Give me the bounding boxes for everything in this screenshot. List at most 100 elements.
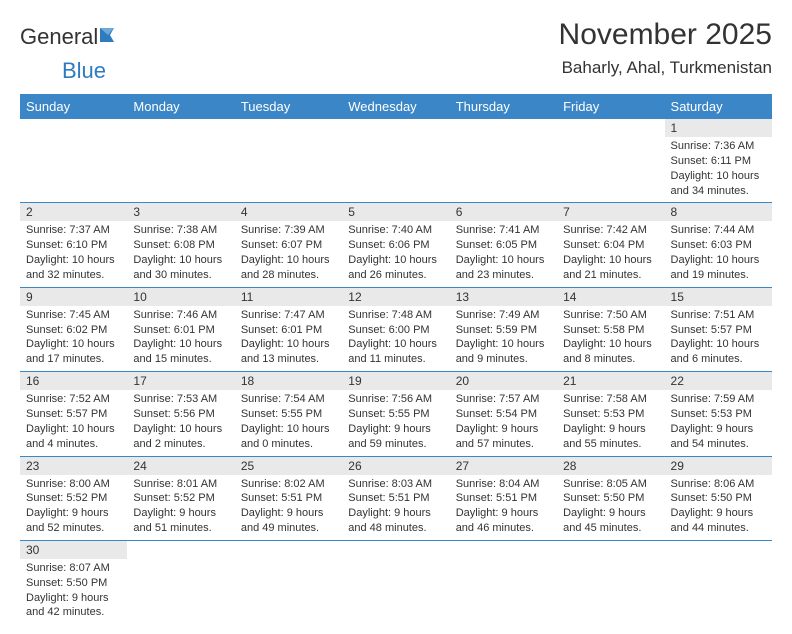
detail-line: and 0 minutes. (241, 437, 336, 452)
day-details: Sunrise: 8:00 AMSunset: 5:52 PMDaylight:… (20, 475, 127, 540)
detail-line: and 49 minutes. (241, 521, 336, 536)
detail-line: Sunset: 6:11 PM (671, 154, 766, 169)
calendar-cell (557, 119, 664, 203)
detail-line: Daylight: 9 hours (563, 422, 658, 437)
detail-line: Daylight: 10 hours (241, 337, 336, 352)
calendar-cell (20, 119, 127, 203)
calendar-cell: 22Sunrise: 7:59 AMSunset: 5:53 PMDayligh… (665, 372, 772, 456)
detail-line: Daylight: 9 hours (26, 506, 121, 521)
day-details: Sunrise: 7:51 AMSunset: 5:57 PMDaylight:… (665, 306, 772, 371)
brand-part1: General (20, 24, 98, 50)
day-details: Sunrise: 7:56 AMSunset: 5:55 PMDaylight:… (342, 390, 449, 455)
detail-line: Sunset: 5:51 PM (348, 491, 443, 506)
detail-line: Sunrise: 7:49 AM (456, 308, 551, 323)
weekday-heading: Friday (557, 94, 664, 119)
calendar-cell: 3Sunrise: 7:38 AMSunset: 6:08 PMDaylight… (127, 203, 234, 287)
day-details: Sunrise: 7:40 AMSunset: 6:06 PMDaylight:… (342, 221, 449, 286)
flag-icon (100, 24, 126, 50)
detail-line: Sunset: 5:53 PM (671, 407, 766, 422)
detail-line: Sunrise: 7:48 AM (348, 308, 443, 323)
day-number: 5 (342, 203, 449, 221)
detail-line: Sunset: 5:54 PM (456, 407, 551, 422)
calendar-cell: 16Sunrise: 7:52 AMSunset: 5:57 PMDayligh… (20, 372, 127, 456)
day-number: 7 (557, 203, 664, 221)
day-number: 27 (450, 457, 557, 475)
calendar-cell: 21Sunrise: 7:58 AMSunset: 5:53 PMDayligh… (557, 372, 664, 456)
detail-line: Sunrise: 7:46 AM (133, 308, 228, 323)
calendar-cell (342, 119, 449, 203)
detail-line: and 42 minutes. (26, 605, 121, 620)
day-details: Sunrise: 7:52 AMSunset: 5:57 PMDaylight:… (20, 390, 127, 455)
day-details: Sunrise: 7:58 AMSunset: 5:53 PMDaylight:… (557, 390, 664, 455)
day-number: 15 (665, 288, 772, 306)
calendar-cell: 29Sunrise: 8:06 AMSunset: 5:50 PMDayligh… (665, 456, 772, 540)
calendar-cell: 2Sunrise: 7:37 AMSunset: 6:10 PMDaylight… (20, 203, 127, 287)
calendar-table: SundayMondayTuesdayWednesdayThursdayFrid… (20, 94, 772, 624)
detail-line: Sunset: 5:52 PM (133, 491, 228, 506)
calendar-week: 16Sunrise: 7:52 AMSunset: 5:57 PMDayligh… (20, 372, 772, 456)
day-number: 14 (557, 288, 664, 306)
detail-line: Sunrise: 7:47 AM (241, 308, 336, 323)
detail-line: Daylight: 9 hours (456, 422, 551, 437)
calendar-cell: 12Sunrise: 7:48 AMSunset: 6:00 PMDayligh… (342, 287, 449, 371)
day-number: 23 (20, 457, 127, 475)
detail-line: and 32 minutes. (26, 268, 121, 283)
detail-line: Sunset: 6:00 PM (348, 323, 443, 338)
detail-line: Sunrise: 8:05 AM (563, 477, 658, 492)
detail-line: Daylight: 9 hours (133, 506, 228, 521)
day-number: 20 (450, 372, 557, 390)
day-number: 12 (342, 288, 449, 306)
calendar-cell (235, 119, 342, 203)
day-details: Sunrise: 7:42 AMSunset: 6:04 PMDaylight:… (557, 221, 664, 286)
detail-line: Sunrise: 7:41 AM (456, 223, 551, 238)
detail-line: Sunset: 6:01 PM (241, 323, 336, 338)
day-number: 11 (235, 288, 342, 306)
detail-line: Daylight: 10 hours (133, 253, 228, 268)
detail-line: Daylight: 10 hours (671, 337, 766, 352)
detail-line: Sunset: 5:52 PM (26, 491, 121, 506)
detail-line: Sunrise: 7:40 AM (348, 223, 443, 238)
calendar-cell: 7Sunrise: 7:42 AMSunset: 6:04 PMDaylight… (557, 203, 664, 287)
day-details: Sunrise: 7:39 AMSunset: 6:07 PMDaylight:… (235, 221, 342, 286)
detail-line: Sunrise: 8:03 AM (348, 477, 443, 492)
detail-line: Daylight: 9 hours (241, 506, 336, 521)
calendar-cell: 14Sunrise: 7:50 AMSunset: 5:58 PMDayligh… (557, 287, 664, 371)
weekday-heading: Wednesday (342, 94, 449, 119)
calendar-cell: 9Sunrise: 7:45 AMSunset: 6:02 PMDaylight… (20, 287, 127, 371)
day-number: 28 (557, 457, 664, 475)
detail-line: and 17 minutes. (26, 352, 121, 367)
weekday-heading: Monday (127, 94, 234, 119)
detail-line: and 45 minutes. (563, 521, 658, 536)
detail-line: Daylight: 10 hours (671, 253, 766, 268)
calendar-week: 2Sunrise: 7:37 AMSunset: 6:10 PMDaylight… (20, 203, 772, 287)
day-number: 30 (20, 541, 127, 559)
day-details: Sunrise: 7:37 AMSunset: 6:10 PMDaylight:… (20, 221, 127, 286)
detail-line: Sunset: 6:03 PM (671, 238, 766, 253)
calendar-page: General November 2025 Baharly, Ahal, Tur… (0, 0, 792, 634)
day-details: Sunrise: 7:59 AMSunset: 5:53 PMDaylight:… (665, 390, 772, 455)
detail-line: Sunrise: 7:51 AM (671, 308, 766, 323)
calendar-cell: 26Sunrise: 8:03 AMSunset: 5:51 PMDayligh… (342, 456, 449, 540)
calendar-cell: 11 Sunrise: 7:47 AMSunset: 6:01 PMDayligh… (235, 287, 342, 371)
detail-line: Sunrise: 7:44 AM (671, 223, 766, 238)
calendar-cell: 17Sunrise: 7:53 AMSunset: 5:56 PMDayligh… (127, 372, 234, 456)
detail-line: and 8 minutes. (563, 352, 658, 367)
detail-line: Daylight: 10 hours (26, 337, 121, 352)
calendar-cell: 13Sunrise: 7:49 AMSunset: 5:59 PMDayligh… (450, 287, 557, 371)
calendar-cell: 25Sunrise: 8:02 AMSunset: 5:51 PMDayligh… (235, 456, 342, 540)
day-details: Sunrise: 8:03 AMSunset: 5:51 PMDaylight:… (342, 475, 449, 540)
day-details: Sunrise: 7:36 AMSunset: 6:11 PMDaylight:… (665, 137, 772, 202)
detail-line: Sunset: 5:58 PM (563, 323, 658, 338)
detail-line: Daylight: 10 hours (348, 253, 443, 268)
detail-line: and 6 minutes. (671, 352, 766, 367)
day-details: Sunrise: 7:41 AMSunset: 6:05 PMDaylight:… (450, 221, 557, 286)
detail-line: Daylight: 10 hours (563, 253, 658, 268)
detail-line: Sunrise: 7:53 AM (133, 392, 228, 407)
detail-line: Sunrise: 7:54 AM (241, 392, 336, 407)
calendar-week: 1Sunrise: 7:36 AMSunset: 6:11 PMDaylight… (20, 119, 772, 203)
weekday-heading: Tuesday (235, 94, 342, 119)
weekday-heading: Thursday (450, 94, 557, 119)
detail-line: Sunset: 6:01 PM (133, 323, 228, 338)
detail-line: and 11 minutes. (348, 352, 443, 367)
detail-line: Sunrise: 7:39 AM (241, 223, 336, 238)
